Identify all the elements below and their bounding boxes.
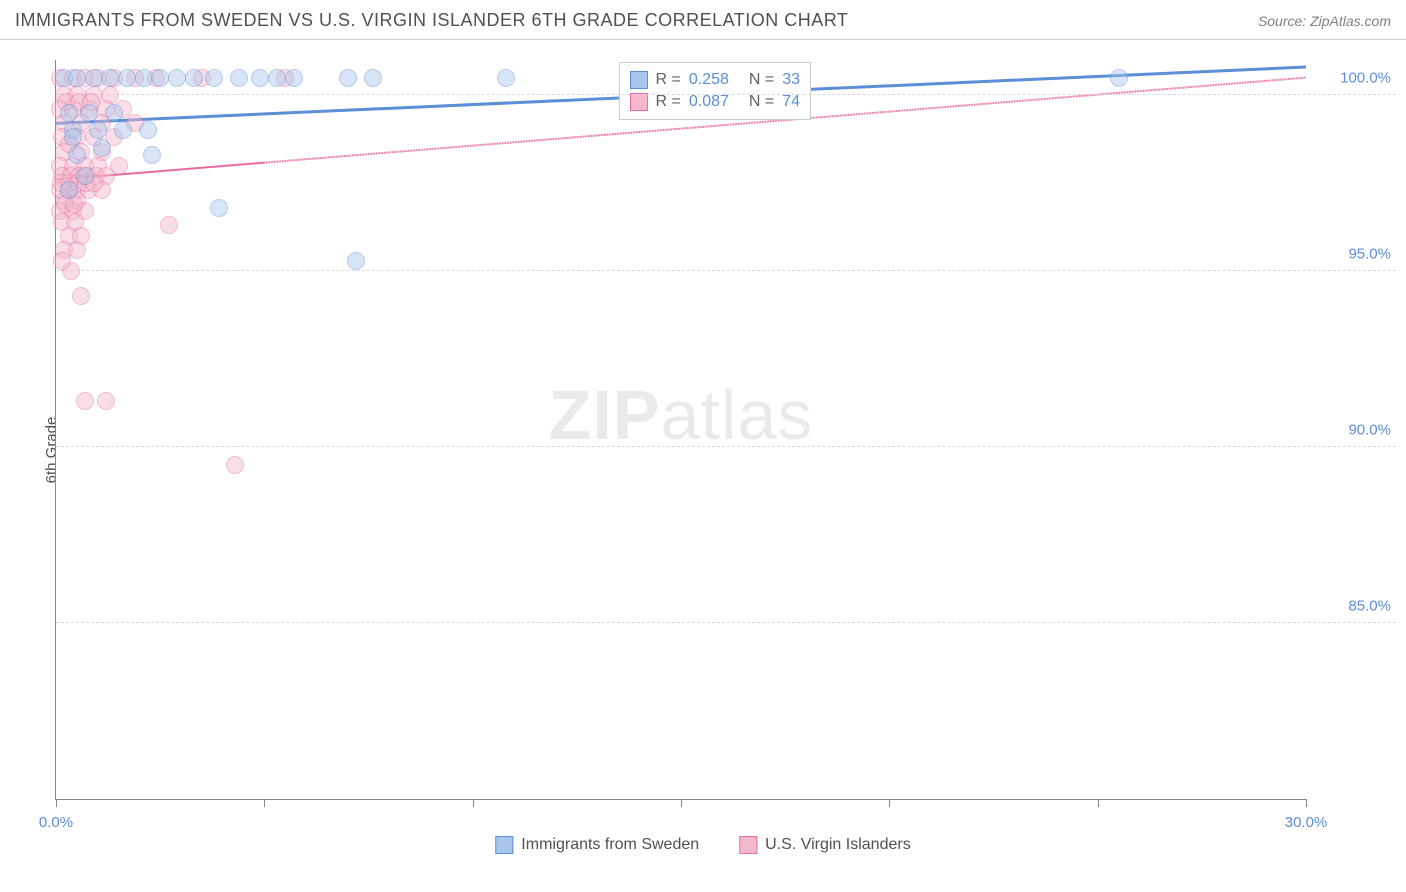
data-point — [251, 69, 269, 87]
data-point — [53, 252, 71, 270]
legend-item: U.S. Virgin Islanders — [739, 836, 911, 854]
data-point — [185, 69, 203, 87]
legend-swatch — [495, 836, 513, 854]
xtick — [473, 799, 474, 807]
data-point — [60, 104, 78, 122]
xtick — [1306, 799, 1307, 807]
chart-container: 6th Grade ZIPatlas R = 0.258N = 33R = 0.… — [0, 40, 1406, 860]
legend-label: U.S. Virgin Islanders — [765, 836, 911, 854]
ytick-label: 100.0% — [1340, 70, 1391, 87]
data-point — [97, 392, 115, 410]
plot-area: ZIPatlas R = 0.258N = 33R = 0.087N = 74 … — [55, 60, 1306, 800]
series-swatch — [630, 93, 648, 111]
data-point — [347, 252, 365, 270]
data-point — [268, 69, 286, 87]
data-point — [93, 139, 111, 157]
xtick — [681, 799, 682, 807]
watermark: ZIPatlas — [549, 375, 814, 455]
data-point — [151, 69, 169, 87]
data-point — [339, 69, 357, 87]
xtick — [56, 799, 57, 807]
data-point — [139, 121, 157, 139]
data-point — [76, 392, 94, 410]
data-point — [105, 104, 123, 122]
chart-header: IMMIGRANTS FROM SWEDEN VS U.S. VIRGIN IS… — [0, 0, 1406, 40]
legend-swatch — [739, 836, 757, 854]
data-point — [143, 146, 161, 164]
xtick-label-left: 0.0% — [39, 814, 73, 831]
legend-item: Immigrants from Sweden — [495, 836, 699, 854]
gridline-h — [56, 94, 1396, 95]
ytick-label: 85.0% — [1348, 598, 1391, 615]
data-point — [72, 287, 90, 305]
series-swatch — [630, 71, 648, 89]
data-point — [135, 69, 153, 87]
stats-row: R = 0.258N = 33 — [630, 69, 801, 91]
legend-label: Immigrants from Sweden — [521, 836, 699, 854]
trend-lines-svg — [56, 60, 1306, 799]
xtick-label-right: 30.0% — [1285, 814, 1328, 831]
data-point — [114, 121, 132, 139]
chart-title: IMMIGRANTS FROM SWEDEN VS U.S. VIRGIN IS… — [15, 10, 848, 31]
xtick — [889, 799, 890, 807]
data-point — [68, 146, 86, 164]
data-point — [76, 167, 94, 185]
data-point — [160, 216, 178, 234]
data-point — [497, 69, 515, 87]
data-point — [60, 181, 78, 199]
ytick-label: 95.0% — [1348, 246, 1391, 263]
gridline-h — [56, 446, 1396, 447]
data-point — [80, 104, 98, 122]
data-point — [118, 69, 136, 87]
xtick — [264, 799, 265, 807]
data-point — [64, 128, 82, 146]
data-point — [226, 456, 244, 474]
ytick-label: 90.0% — [1348, 422, 1391, 439]
data-point — [210, 199, 228, 217]
gridline-h — [56, 622, 1396, 623]
data-point — [1110, 69, 1128, 87]
data-point — [89, 121, 107, 139]
data-point — [68, 69, 86, 87]
data-point — [85, 69, 103, 87]
chart-source: Source: ZipAtlas.com — [1258, 13, 1391, 29]
data-point — [285, 69, 303, 87]
data-point — [205, 69, 223, 87]
data-point — [364, 69, 382, 87]
gridline-h — [56, 270, 1396, 271]
correlation-stats-box: R = 0.258N = 33R = 0.087N = 74 — [619, 62, 812, 120]
data-point — [230, 69, 248, 87]
data-point — [101, 69, 119, 87]
data-point — [168, 69, 186, 87]
legend: Immigrants from Sweden U.S. Virgin Island… — [495, 836, 910, 854]
xtick — [1098, 799, 1099, 807]
